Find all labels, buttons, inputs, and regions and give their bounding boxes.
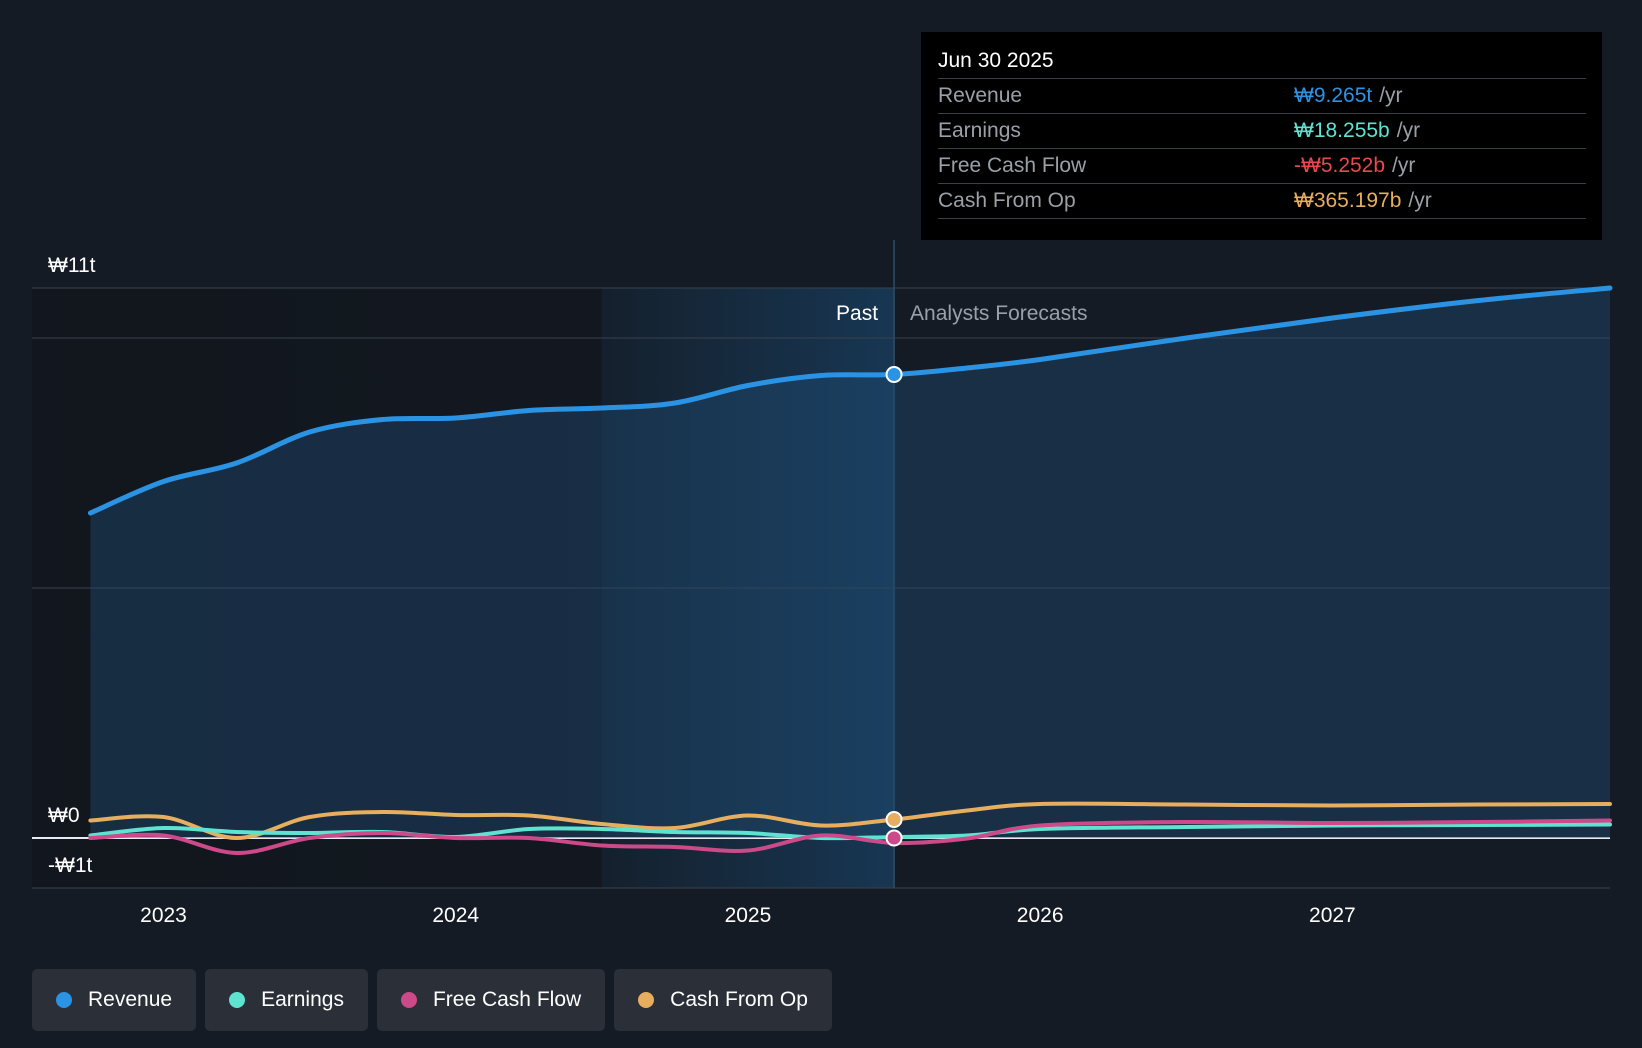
tooltip-label: Cash From Op [938,189,1076,212]
legend-label: Earnings [261,988,344,1011]
legend-item-cash-from-op[interactable]: Cash From Op [614,969,832,1031]
x-tick-label: 2025 [725,904,772,927]
tooltip-value: ₩18.255b [1294,119,1390,142]
tooltip-label: Earnings [938,119,1021,142]
y-axis-label: ₩11t [48,254,96,277]
tooltip-unit: /yr [1379,84,1403,107]
tooltip-date: Jun 30 2025 [938,49,1054,72]
x-tick-label: 2026 [1017,904,1064,927]
tooltip-unit: /yr [1408,189,1432,212]
free-cash-flow-marker [885,829,903,847]
free-cash-flow-dot-icon [400,992,417,1008]
y-axis-label: ₩0 [48,804,80,827]
earnings-line [88,822,1612,841]
revenue-area [90,288,1610,838]
x-tick-label: 2024 [432,904,479,927]
past-label: Past [836,302,878,325]
tooltip-unit: /yr [1396,119,1421,142]
tooltip-row-revenue: Revenue ₩9.265t /yr [938,78,1586,113]
earnings-dot-icon [229,992,246,1008]
tooltip-row-cash-from-op: Cash From Op ₩365.197b /yr [938,183,1586,219]
legend-item-earnings[interactable]: Earnings [205,969,368,1031]
legend-label: Cash From Op [670,988,808,1011]
revenue-marker [885,366,903,383]
cash-from-op-dot-icon [638,992,655,1008]
earnings-revenue-chart: ₩11t ₩0 -₩1t 2023 2024 2025 2026 2027 Past Analys… [32,240,1613,927]
tooltip: Jun 30 2025 Revenue ₩9.265t /yr Earnings… [921,32,1602,240]
legend: Revenue Earnings Free Cash Flow Cash Fro… [32,969,832,1031]
revenue-line [87,285,1613,516]
x-tick-label: 2023 [140,904,187,927]
free-cash-flow-line [88,818,1612,856]
tooltip-unit: /yr [1392,154,1416,177]
tooltip-row-free-cash-flow: Free Cash Flow -₩5.252b /yr [938,148,1586,183]
legend-label: Revenue [88,988,173,1011]
forecast-label: Analysts Forecasts [910,302,1087,325]
legend-item-free-cash-flow[interactable]: Free Cash Flow [376,969,606,1031]
tooltip-row-earnings: Earnings ₩18.255b /yr [938,113,1586,148]
cash-from-op-marker [885,811,903,828]
y-axis-label: -₩1t [48,854,92,877]
legend-label: Free Cash Flow [432,988,582,1011]
legend-item-revenue[interactable]: Revenue [32,969,197,1031]
tooltip-value: -₩5.252b [1294,154,1386,177]
tooltip-value: ₩365.197b [1294,189,1402,212]
tooltip-label: Revenue [938,84,1023,107]
cash-from-op-line [88,801,1612,840]
tooltip-label: Free Cash Flow [938,154,1087,177]
tooltip-value: ₩9.265t [1294,84,1373,107]
x-tick-label: 2027 [1309,904,1356,927]
revenue-dot-icon [56,992,72,1008]
